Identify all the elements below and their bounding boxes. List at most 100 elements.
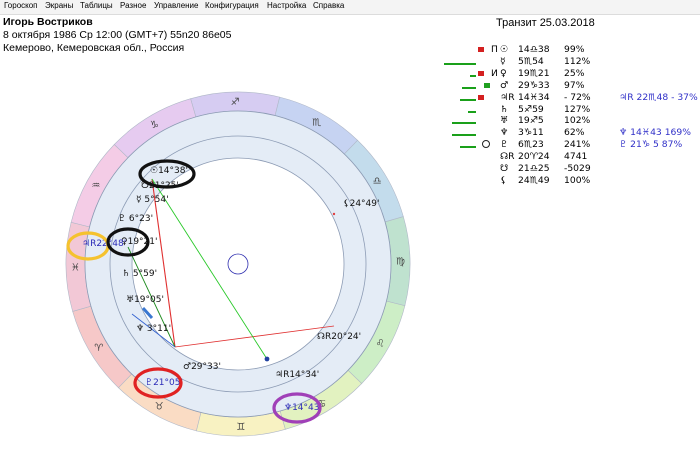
zodiac-glyph: ♏ <box>312 117 321 128</box>
strength-bar <box>462 86 476 89</box>
menu-misc[interactable]: Разное <box>120 1 147 10</box>
natal-planet-label[interactable]: ♇ 6°23' <box>118 214 153 224</box>
planet-glyph: ⚸ <box>500 174 507 186</box>
natal-planet-label[interactable]: ♀19°21' <box>121 237 157 247</box>
table-row: ♂ 29♑33 97% <box>440 80 700 92</box>
planet-glyph: ♅ <box>500 115 509 127</box>
table-row: ♆ 3♑11 62% ♆ 14♓43 169% <box>440 127 700 139</box>
aspect-line <box>151 178 176 348</box>
planet-strength: 241% <box>564 139 591 151</box>
table-row: Π ☉ 14♎38 99% <box>440 44 700 56</box>
planet-strength: 112% <box>564 55 591 67</box>
menu-configuration[interactable]: Конфигурация <box>205 1 259 10</box>
menu-horoscope[interactable]: Гороскоп <box>4 1 38 10</box>
planet-strength: 4741 <box>564 151 588 163</box>
birth-datetime: 8 октября 1986 Ср 12:00 (GMT+7) 55n20 86… <box>3 29 232 41</box>
menu-help[interactable]: Справка <box>313 1 345 10</box>
strength-bar <box>452 134 476 137</box>
planet-glyph: ♃R <box>500 91 515 103</box>
table-row: ♅ 19♐5 102% <box>440 115 700 127</box>
zodiac-glyph: ♒ <box>91 181 100 192</box>
transit-value: ♇ 21♑ 5 87% <box>619 139 683 151</box>
aspect-point <box>264 356 270 362</box>
center-circle <box>227 253 249 275</box>
table-row: ☿ 5♏54 112% <box>440 56 700 68</box>
planet-glyph: ♇ <box>500 139 509 151</box>
planet-position: 6♏23 <box>518 139 544 151</box>
planet-position: 19♏21 <box>518 67 550 79</box>
strength-bar <box>468 110 476 113</box>
transit-planet-label[interactable]: ♇21°05' <box>145 378 183 388</box>
aspect-point <box>332 212 336 216</box>
zodiac-glyph: ♎ <box>373 176 382 187</box>
planet-glyph: ♂ <box>500 79 509 91</box>
highlight-oval <box>138 159 196 189</box>
planet-glyph: ♆ <box>500 127 509 139</box>
menu-tables[interactable]: Таблицы <box>80 1 113 10</box>
menu-settings[interactable]: Настройка <box>267 1 307 10</box>
planet-position: 14♎38 <box>518 44 550 55</box>
natal-planet-label[interactable]: ⚸24°49' <box>343 199 379 209</box>
planet-glyph: ☉ <box>500 44 509 55</box>
zodiac-glyph: ♉ <box>155 402 164 413</box>
table-row: ♇ 6♏23 241% ♇ 21♑ 5 87% <box>440 139 700 151</box>
planet-position: 3♑11 <box>518 127 544 139</box>
planet-position: 14♓34 <box>518 91 550 103</box>
status-marker <box>478 47 484 52</box>
strength-bar <box>460 98 476 101</box>
zodiac-glyph: ♍ <box>396 257 405 268</box>
zodiac-glyph: ♋ <box>317 399 326 410</box>
menu-screens[interactable]: Экраны <box>45 1 74 10</box>
natal-planet-label[interactable]: ♄ 5°59' <box>122 269 157 279</box>
planet-position: 29♑33 <box>518 79 550 91</box>
transit-planet-label[interactable]: ♃R22°48' <box>82 239 126 249</box>
highlight-oval <box>272 392 322 424</box>
aspect-line <box>174 325 335 348</box>
zodiac-glyph: ♈ <box>94 343 103 354</box>
table-row: ♄ 5♐59 127% <box>440 104 700 116</box>
natal-planet-label[interactable]: ♆ 3°11' <box>136 324 171 334</box>
planet-glyph: ♄ <box>500 103 509 115</box>
planet-glyph: ☿ <box>500 55 506 67</box>
transit-title: Транзит 25.03.2018 <box>496 17 595 29</box>
status-marker <box>478 94 484 100</box>
table-row: ♃R 14♓34 - 72% ♃R 22♏48 - 37% <box>440 92 700 104</box>
menu-bar: Гороскоп Экраны Таблицы Разное Управлени… <box>0 0 700 15</box>
planet-position: 24♏49 <box>518 174 550 186</box>
planet-strength: 62% <box>564 127 585 139</box>
planet-table: Π ☉ 14♎38 99% ☿ 5♏54 112% И ♀ 19♏21 25% ♂ 29♑33 97% ♃R… <box>440 44 700 194</box>
horoscope-wheel[interactable]: ♈ ♉ ♊ ♋ ♌ ♍ ♎ ♏ ♐ ♑ ♒ ♓ ☉14°38' ☿ 5°54' ♀19°21' ♂29°33'… <box>0 48 440 467</box>
table-row: ⚸ 24♏49 100% <box>440 175 700 187</box>
strength-bar <box>444 62 476 65</box>
natal-planet-label[interactable]: ♃R14°34' <box>275 370 319 380</box>
menu-control[interactable]: Управление <box>154 1 199 10</box>
strength-bar <box>460 146 476 149</box>
highlight-oval <box>133 367 183 399</box>
natal-planet-label[interactable]: ☉14°38' <box>150 166 188 176</box>
planet-strength: 97% <box>564 79 585 91</box>
natal-planet-label[interactable]: ☿ 5°54' <box>136 195 169 205</box>
natal-planet-label[interactable]: ♅19°05' <box>126 295 164 305</box>
zodiac-glyph: ♐ <box>231 97 240 108</box>
transit-planet-label[interactable]: ♆14°43' <box>284 403 322 413</box>
zodiac-glyph: ♑ <box>150 120 159 131</box>
planet-strength: 127% <box>564 103 591 115</box>
uranus-accent <box>141 306 154 320</box>
planet-glyph: ♀ <box>500 67 507 79</box>
zodiac-glyph: ♊ <box>236 422 245 433</box>
planet-position: 20♈24 <box>518 151 550 163</box>
ring-divider <box>109 135 367 393</box>
status-marker <box>478 70 484 76</box>
planet-strength: 102% <box>564 115 591 127</box>
transit-value: ♃R 22♏48 - 37% <box>619 91 698 103</box>
natal-planet-label[interactable]: ♂29°33' <box>183 362 221 372</box>
transit-value: ♆ 14♓43 169% <box>619 127 691 139</box>
person-name: Игорь Востриков <box>3 16 93 28</box>
planet-strength: 99% <box>564 44 585 55</box>
planet-position: 19♐5 <box>518 115 544 127</box>
highlight-oval <box>106 227 150 257</box>
natal-planet-label[interactable]: ☊R20°24' <box>317 332 361 342</box>
table-row: ☊R 20♈24 4741 <box>440 151 700 163</box>
birth-place: Кемерово, Кемеровская обл., Россия <box>3 42 185 54</box>
zodiac-glyph: ♌ <box>376 338 385 349</box>
